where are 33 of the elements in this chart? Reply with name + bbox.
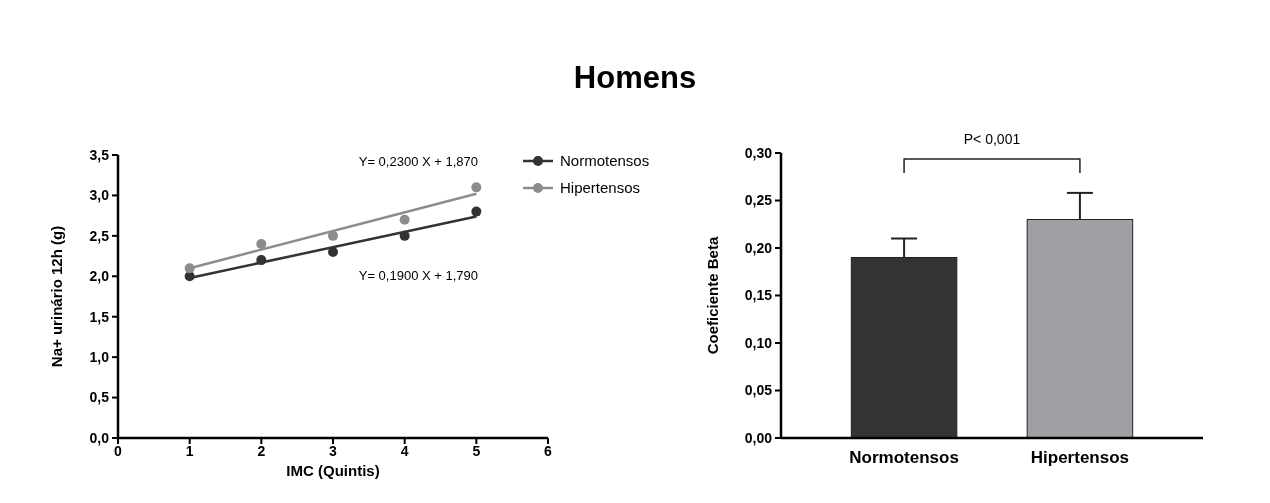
x-tick-label: 3 (329, 443, 338, 459)
y-tick-label: 0,15 (744, 287, 773, 304)
y-tick-label: 1,5 (89, 308, 110, 325)
text: P< 0,001 (963, 131, 1021, 147)
legend-label: Normotensos (560, 152, 650, 170)
x-tick-label: 6 (544, 443, 553, 459)
y-tick-label: 0,20 (744, 239, 773, 256)
y-axis-title: Na+ urinário 12h (g) (48, 225, 65, 368)
x-tick-label: Hipertensos (1030, 448, 1130, 467)
y-axis-title: Coeficiente Beta (704, 236, 721, 355)
y-tick-label: 3,0 (89, 187, 110, 204)
y-tick-label: 2,5 (89, 227, 110, 244)
y-tick-label: 0,25 (744, 192, 773, 209)
annotation: Y= 0,2300 X + 1,870 (358, 153, 478, 169)
y-tick-label: 0,5 (89, 389, 110, 406)
annotation: Y= 0,1900 X + 1,790 (358, 267, 478, 283)
y-tick-label: 0,05 (744, 382, 773, 399)
y-tick-label: 3,5 (89, 146, 110, 163)
legend-label: Hipertensos (560, 179, 641, 197)
x-tick-label: 2 (257, 443, 266, 459)
x-tick-label: 1 (185, 443, 194, 459)
y-tick-label: 2,0 (89, 268, 110, 285)
y-tick-label: 0,0 (89, 429, 110, 446)
x-tick-label: 5 (472, 443, 481, 459)
y-tick-label: 0,10 (744, 334, 773, 351)
text: Homens (573, 60, 697, 95)
y-tick-label: 0,00 (744, 429, 773, 446)
y-tick-label: 0,30 (744, 144, 773, 161)
x-tick-label: 0 (114, 443, 123, 459)
x-tick-label: 4 (400, 443, 409, 459)
x-tick-label: Normotensos (849, 448, 959, 467)
y-tick-label: 1,0 (89, 349, 110, 366)
x-axis-title: IMC (Quintis) (286, 462, 380, 479)
